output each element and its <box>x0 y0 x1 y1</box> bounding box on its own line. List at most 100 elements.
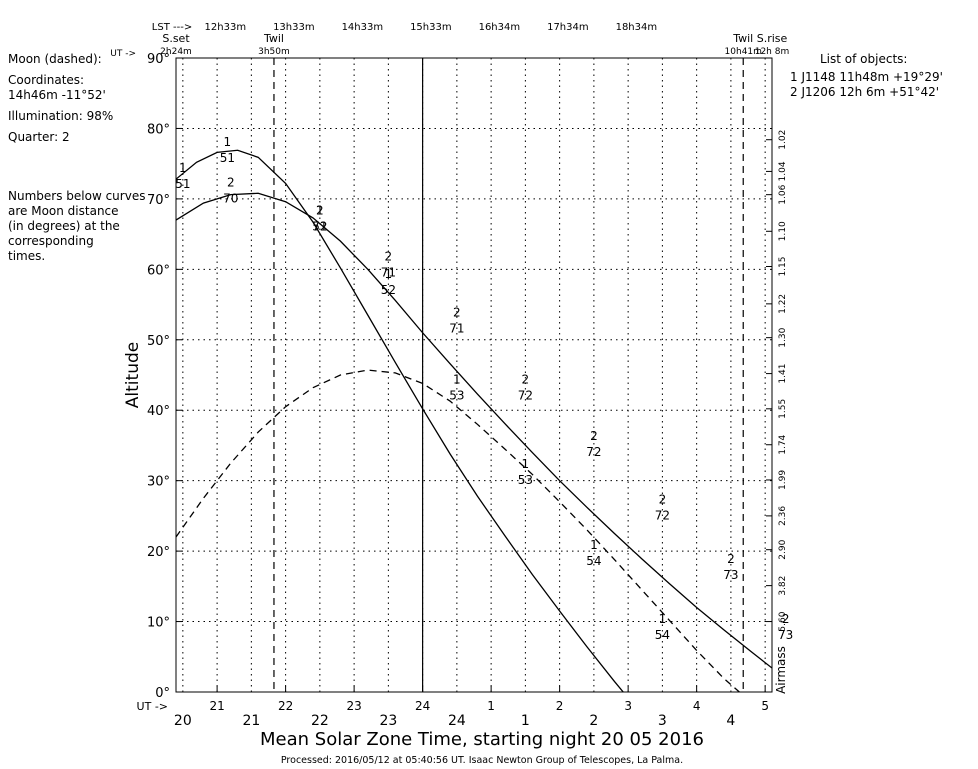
ut-date-tick-label: 2 <box>589 713 598 729</box>
y-tick-label: 30° <box>147 475 170 490</box>
y-tick-label: 70° <box>147 193 170 208</box>
y-tick-label: 20° <box>147 545 170 560</box>
curve-number-label: 1 <box>316 204 324 218</box>
quarter-text: Quarter: 2 <box>8 130 70 144</box>
y-tick-label: 10° <box>147 616 170 631</box>
curve-number-label: 1 <box>659 612 667 626</box>
ut-date-tick-label: 24 <box>448 713 466 729</box>
curve-number-label: 2 <box>727 552 735 566</box>
airmass-tick-label: 1.41 <box>778 364 788 384</box>
event-label: Twil <box>263 32 284 45</box>
lst-tick-label: 18h34m <box>616 22 658 33</box>
footer-text: Processed: 2016/05/12 at 05:40:56 UT. Is… <box>281 755 683 766</box>
y-tick-label: 0° <box>155 686 170 701</box>
airmass-tick-label: 1.22 <box>778 294 788 314</box>
object-list-title: List of objects: <box>820 52 908 66</box>
ut-date-tick-label: 3 <box>658 713 667 729</box>
x-tick-label: 4 <box>693 699 701 713</box>
note-line: (in degrees) at the <box>8 219 120 233</box>
note-line: Numbers below curves <box>8 189 146 203</box>
coordinates-label: Coordinates: <box>8 73 85 87</box>
moon-distance-label: 71 <box>449 322 464 336</box>
moon-distance-label: 73 <box>723 568 738 582</box>
y-tick-label: 80° <box>147 122 170 137</box>
lst-tick-label: 16h34m <box>479 22 521 33</box>
airmass-tick-label: 1.02 <box>778 130 788 150</box>
moon-distance-label: 53 <box>518 473 533 487</box>
ut-date-tick-label: 21 <box>242 713 260 729</box>
event-time-label: 2h24m <box>160 47 192 57</box>
note-line: are Moon distance <box>8 204 119 218</box>
x-tick-label: 22 <box>278 699 293 713</box>
moon-distance-label: 71 <box>312 220 327 234</box>
airmass-tick-label: 5.60 <box>778 611 788 631</box>
event-time-label: 10h41m <box>725 47 762 57</box>
airmass-tick-label: 1.99 <box>778 470 788 490</box>
x-tick-label: 24 <box>415 699 430 713</box>
moon-label: Moon (dashed): <box>8 52 102 66</box>
moon-distance-label: 70 <box>223 191 238 205</box>
airmass-tick-label: 1.30 <box>778 327 788 347</box>
curve-number-label: 2 <box>316 204 324 218</box>
object-entry: 2 J1206 12h 6m +51°42' <box>790 85 940 99</box>
object-entry: 1 J1148 11h48m +19°29' <box>790 70 943 84</box>
airmass-tick-label: 3.82 <box>778 576 788 596</box>
airmass-tick-label: 2.90 <box>778 539 788 559</box>
moon-info-panel: Moon (dashed): Coordinates: 14h46m -11°5… <box>8 52 178 264</box>
x-tick-label: 2 <box>556 699 564 713</box>
curve-number-label: 1 <box>224 135 232 149</box>
airmass-tick-label: 1.55 <box>778 399 788 419</box>
top-ut-arrow-label: UT -> <box>110 49 136 59</box>
moon-distance-label: 52 <box>381 283 396 297</box>
object-list-panel: List of objects: 1 J1148 11h48m +19°29' … <box>790 52 978 100</box>
ut-arrow-label: UT -> <box>137 700 168 713</box>
moon-distance-label: 51 <box>175 177 190 191</box>
curve-number-label: 2 <box>522 373 530 387</box>
moon-distance-label: 72 <box>586 445 601 459</box>
airmass-tick-label: 1.04 <box>778 161 788 181</box>
moon-distance-label: 72 <box>518 389 533 403</box>
airmass-tick-label: 1.15 <box>778 256 788 276</box>
curve-number-label: 2 <box>782 612 790 626</box>
plot-frame <box>175 57 773 693</box>
curve-number-label: 1 <box>179 161 187 175</box>
x-axis-label: Mean Solar Zone Time, starting night 20 … <box>260 729 704 750</box>
x-tick-label: 3 <box>624 699 632 713</box>
event-time-label: 12h 8m <box>755 47 790 57</box>
airmass-tick-label: 2.36 <box>778 506 788 526</box>
curve-number-label: 2 <box>659 492 667 506</box>
note-line: times. <box>8 249 46 263</box>
x-tick-label: 21 <box>209 699 224 713</box>
moon-distance-label: 73 <box>778 628 793 642</box>
x-tick-label: 1 <box>487 699 495 713</box>
note-line: corresponding <box>8 234 94 248</box>
event-time-label: 3h50m <box>258 47 290 57</box>
curve-number-label: 1 <box>522 457 530 471</box>
event-label: Twil <box>732 32 753 45</box>
curve-number-label: 2 <box>227 175 235 189</box>
moon-distance-label: 53 <box>449 389 464 403</box>
lst-tick-label: 12h33m <box>205 22 247 33</box>
lst-tick-label: 14h33m <box>342 22 384 33</box>
ut-date-tick-label: 4 <box>726 713 735 729</box>
x-tick-label: 23 <box>346 699 361 713</box>
illumination-text: Illumination: 98% <box>8 109 114 123</box>
y-axis-label: Altitude <box>123 342 143 408</box>
curve-number-label: 1 <box>385 267 393 281</box>
y-tick-label: 50° <box>147 334 170 349</box>
airmass-tick-label: 1.06 <box>778 184 788 204</box>
x-tick-label: 5 <box>761 699 769 713</box>
curve-number-label: 2 <box>453 306 461 320</box>
y-tick-label: 60° <box>147 263 170 278</box>
curve-number-label: 2 <box>590 429 598 443</box>
lst-tick-label: 15h33m <box>410 22 452 33</box>
ut-date-tick-label: 22 <box>311 713 329 729</box>
event-label: S.rise <box>757 32 788 45</box>
lst-tick-label: 13h33m <box>273 22 315 33</box>
airmass-tick-label: 1.10 <box>778 221 788 241</box>
airmass-tick-label: 1.74 <box>778 434 788 454</box>
moon-distance-label: 72 <box>655 508 670 522</box>
moon-altitude-line <box>176 369 741 692</box>
ut-date-tick-label: 1 <box>521 713 530 729</box>
